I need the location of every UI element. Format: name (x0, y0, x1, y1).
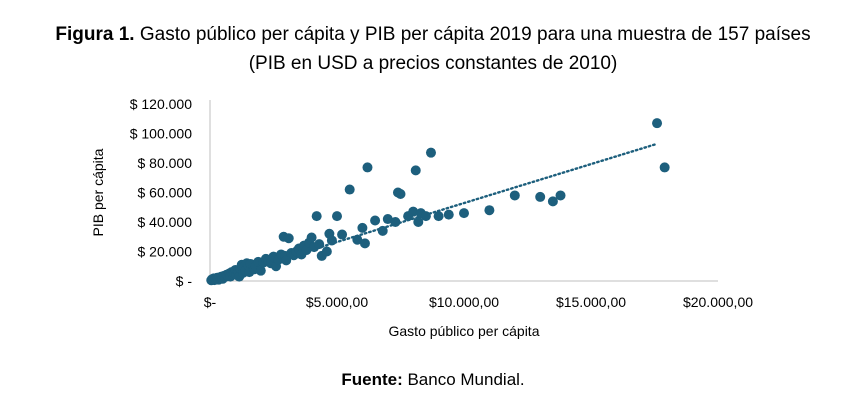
data-point (390, 217, 401, 227)
y-tick-label: $ 60.000 (138, 185, 193, 201)
chart-subtitle: (PIB en USD a precios constantes de 2010… (248, 53, 618, 74)
data-point (337, 229, 348, 240)
figure-label: Figura 1. (55, 24, 135, 45)
x-tick-label: $15.000,00 (556, 294, 626, 310)
data-point (535, 191, 546, 202)
y-tick-label: $ 80.000 (138, 155, 193, 171)
chart-title: Figura 1. Gasto público per cápita y PIB… (0, 20, 866, 49)
y-tick-label: $ 100.000 (130, 126, 192, 142)
data-point (306, 232, 317, 243)
data-point (459, 208, 469, 219)
chart-title-block: Figura 1. Gasto público per cápita y PIB… (0, 20, 866, 78)
data-point (255, 265, 266, 276)
data-point (652, 118, 663, 129)
y-axis-label: PIB per cápita (90, 148, 106, 236)
data-point (395, 188, 406, 199)
data-point (509, 190, 520, 201)
data-point (362, 162, 373, 173)
source-text: Banco Mundial. (407, 370, 525, 389)
data-point (344, 184, 355, 195)
data-point (420, 211, 431, 222)
data-point (352, 234, 363, 245)
y-tick-label: $ 40.000 (138, 214, 193, 230)
data-point (382, 214, 393, 225)
data-point (408, 206, 419, 217)
data-point (357, 222, 368, 233)
x-tick-label: $10.000,00 (429, 294, 499, 310)
data-point (433, 211, 444, 222)
data-point (443, 209, 454, 220)
y-tick-label: $ - (176, 273, 193, 289)
data-point (547, 196, 558, 207)
y-tick-label: $ 20.000 (138, 244, 193, 260)
data-point (377, 225, 388, 236)
source-note: Fuente: Banco Mundial. (0, 370, 866, 390)
data-point (413, 217, 424, 227)
x-tick-label: $20.000,00 (683, 294, 753, 310)
data-point (332, 211, 342, 222)
figure-title-text: Gasto público per cápita y PIB per cápit… (139, 24, 811, 45)
data-point (311, 211, 322, 222)
data-point (314, 239, 325, 250)
data-point (659, 162, 670, 173)
x-axis-label: Gasto público per cápita (389, 323, 540, 339)
x-tick-label: $5.000,00 (306, 294, 368, 310)
y-tick-label: $ 120.000 (130, 96, 192, 112)
data-point (425, 147, 436, 158)
data-point (555, 190, 566, 201)
x-tick-label: $- (204, 294, 217, 310)
data-point (370, 215, 381, 226)
data-point (326, 235, 337, 246)
source-label: Fuente: (341, 370, 403, 389)
data-point (281, 255, 292, 266)
data-point (283, 233, 294, 244)
data-point (484, 205, 495, 216)
data-point (410, 165, 421, 176)
scatter-chart: $ - $ 20.000 $ 40.000 $ 60.000 $ 80.000 $ 100… (90, 96, 753, 339)
data-point (321, 246, 332, 257)
data-point (359, 238, 370, 249)
